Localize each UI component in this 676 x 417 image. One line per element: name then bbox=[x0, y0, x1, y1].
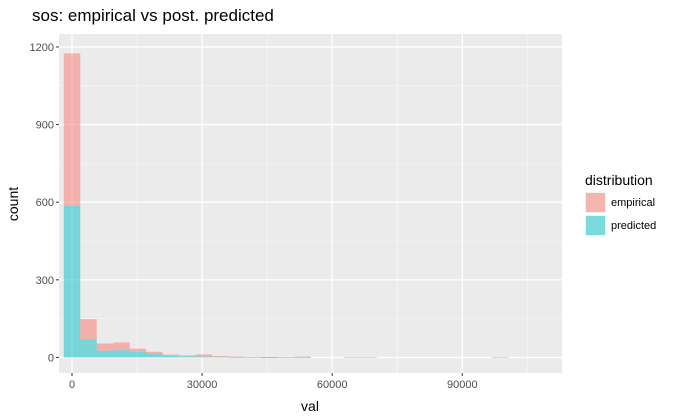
bar-empirical bbox=[113, 342, 130, 351]
plot-panel bbox=[59, 34, 562, 373]
bar-predicted bbox=[245, 356, 262, 358]
y-tick-label: 300 bbox=[36, 275, 54, 287]
bar-empirical bbox=[195, 354, 213, 357]
y-axis: 0 300 600 900 1200 bbox=[30, 42, 59, 364]
bar-empirical bbox=[294, 356, 311, 358]
bar-predicted bbox=[195, 356, 213, 358]
bar-predicted bbox=[277, 357, 295, 359]
bar-empirical bbox=[80, 319, 97, 340]
bar-empirical bbox=[129, 348, 147, 352]
bar-empirical bbox=[343, 357, 361, 359]
legend-title: distribution bbox=[585, 172, 653, 188]
chart-title: sos: empirical vs post. predicted bbox=[32, 6, 274, 25]
bar-empirical bbox=[212, 356, 229, 357]
legend-items: empirical predicted bbox=[585, 192, 656, 236]
legend-swatch-empirical bbox=[586, 193, 605, 212]
bar-empirical bbox=[162, 354, 180, 356]
y-tick-label: 0 bbox=[48, 352, 54, 364]
x-tick-label: 30000 bbox=[187, 379, 218, 391]
bar-empirical bbox=[261, 356, 278, 358]
bar-predicted bbox=[129, 351, 147, 358]
bar-empirical bbox=[492, 357, 509, 359]
bar-predicted bbox=[162, 355, 180, 358]
bar-predicted bbox=[212, 356, 229, 358]
bar-predicted bbox=[63, 206, 81, 358]
legend-label-predicted: predicted bbox=[611, 220, 656, 232]
bar-predicted bbox=[179, 356, 196, 358]
grid-minor bbox=[59, 34, 562, 373]
legend: distribution empirical predicted bbox=[585, 172, 656, 236]
y-axis-title: count bbox=[5, 187, 21, 221]
bar-predicted bbox=[96, 350, 114, 358]
y-tick-label: 1200 bbox=[30, 42, 54, 54]
x-tick-label: 60000 bbox=[317, 379, 348, 391]
bar-predicted bbox=[80, 339, 97, 358]
x-axis: 0 30000 60000 90000 bbox=[69, 373, 478, 391]
bar-predicted bbox=[113, 350, 130, 358]
legend-label-empirical: empirical bbox=[611, 197, 655, 209]
bars bbox=[63, 53, 509, 359]
bar-empirical bbox=[360, 357, 377, 359]
legend-swatch-predicted bbox=[586, 216, 605, 235]
y-tick-label: 600 bbox=[36, 197, 54, 209]
bar-empirical bbox=[179, 355, 196, 357]
x-tick-label: 90000 bbox=[447, 379, 478, 391]
bar-empirical bbox=[228, 356, 246, 358]
bar-empirical bbox=[96, 343, 114, 351]
bar-empirical bbox=[146, 351, 163, 354]
y-tick-label: 900 bbox=[36, 120, 54, 132]
x-tick-label: 0 bbox=[69, 379, 75, 391]
bar-empirical bbox=[63, 53, 81, 207]
bar-predicted bbox=[146, 353, 163, 358]
x-axis-title: val bbox=[301, 398, 319, 414]
